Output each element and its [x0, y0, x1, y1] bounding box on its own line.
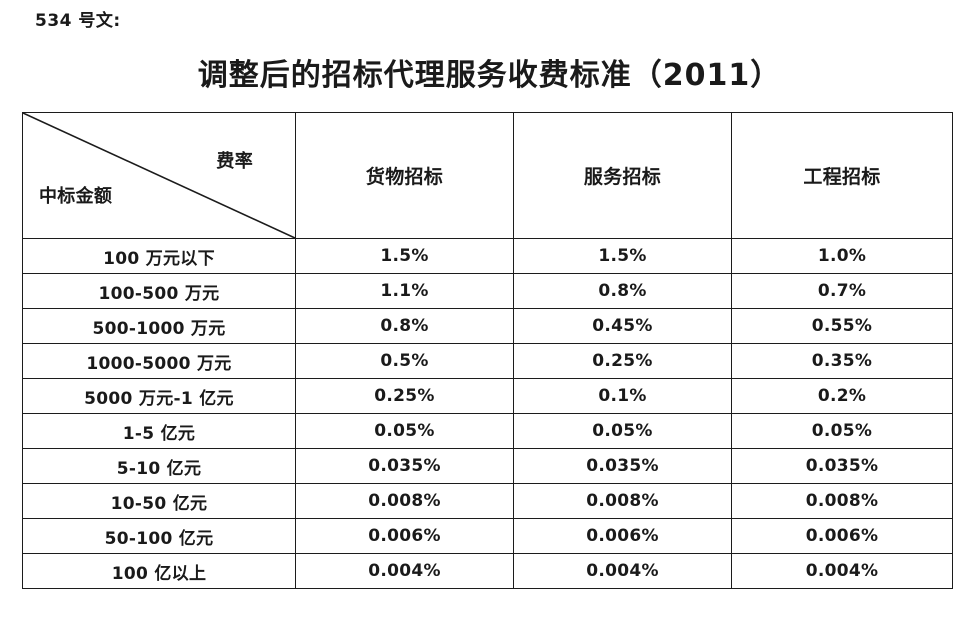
column-header-services: 服务招标 [513, 112, 732, 239]
table-row: 50-100 亿元 0.006% 0.006% 0.006% [22, 518, 953, 554]
row-amount-label: 100 亿以上 [22, 553, 296, 589]
rate-cell-engineering: 0.35% [731, 343, 953, 379]
rate-cell-services: 0.035% [513, 448, 732, 484]
rate-cell-goods: 0.5% [295, 343, 514, 379]
table-row: 500-1000 万元 0.8% 0.45% 0.55% [22, 308, 953, 344]
rate-cell-services: 0.008% [513, 483, 732, 519]
rate-cell-engineering: 0.05% [731, 413, 953, 449]
rate-cell-services: 0.8% [513, 273, 732, 309]
row-amount-label: 100-500 万元 [22, 273, 296, 309]
column-header-engineering: 工程招标 [731, 112, 953, 239]
rate-cell-services: 1.5% [513, 238, 732, 274]
diagonal-header-cell: 费率 中标金额 [22, 112, 296, 239]
row-amount-label: 5000 万元-1 亿元 [22, 378, 296, 414]
rate-cell-engineering: 0.55% [731, 308, 953, 344]
rate-cell-services: 0.1% [513, 378, 732, 414]
doc-number-label: 534 号文: [35, 11, 121, 31]
rate-cell-services: 0.004% [513, 553, 732, 589]
row-amount-label: 1-5 亿元 [22, 413, 296, 449]
table-row: 5000 万元-1 亿元 0.25% 0.1% 0.2% [22, 378, 953, 414]
rate-cell-engineering: 0.7% [731, 273, 953, 309]
rate-cell-goods: 1.5% [295, 238, 514, 274]
rate-cell-goods: 0.035% [295, 448, 514, 484]
rate-cell-goods: 0.25% [295, 378, 514, 414]
rate-cell-services: 0.25% [513, 343, 732, 379]
fee-rate-table: 费率 中标金额 货物招标 服务招标 工程招标 100 万元以下 1.5% 1.5… [22, 112, 953, 589]
row-amount-label: 500-1000 万元 [22, 308, 296, 344]
table-row: 1000-5000 万元 0.5% 0.25% 0.35% [22, 343, 953, 379]
rate-cell-services: 0.05% [513, 413, 732, 449]
table-row: 1-5 亿元 0.05% 0.05% 0.05% [22, 413, 953, 449]
row-amount-label: 100 万元以下 [22, 238, 296, 274]
rate-cell-engineering: 0.004% [731, 553, 953, 589]
table-row: 100-500 万元 1.1% 0.8% 0.7% [22, 273, 953, 309]
rate-cell-engineering: 0.008% [731, 483, 953, 519]
rate-cell-services: 0.006% [513, 518, 732, 554]
rate-cell-engineering: 0.035% [731, 448, 953, 484]
rate-cell-goods: 0.05% [295, 413, 514, 449]
diagonal-divider-line [23, 113, 295, 238]
rate-cell-goods: 0.004% [295, 553, 514, 589]
rate-cell-goods: 0.8% [295, 308, 514, 344]
rate-cell-goods: 1.1% [295, 273, 514, 309]
row-amount-label: 10-50 亿元 [22, 483, 296, 519]
row-amount-label: 5-10 亿元 [22, 448, 296, 484]
row-amount-label: 50-100 亿元 [22, 518, 296, 554]
rate-cell-engineering: 0.006% [731, 518, 953, 554]
header-row: 费率 中标金额 货物招标 服务招标 工程招标 [22, 112, 953, 239]
page-title: 调整后的招标代理服务收费标准（2011） [197, 58, 782, 93]
row-amount-label: 1000-5000 万元 [22, 343, 296, 379]
table-row: 10-50 亿元 0.008% 0.008% 0.008% [22, 483, 953, 519]
rate-cell-services: 0.45% [513, 308, 732, 344]
corner-rate-label: 费率 [216, 151, 253, 172]
rate-cell-goods: 0.006% [295, 518, 514, 554]
rate-cell-engineering: 1.0% [731, 238, 953, 274]
column-header-goods: 货物招标 [295, 112, 514, 239]
corner-amount-label: 中标金额 [39, 186, 113, 207]
rate-cell-engineering: 0.2% [731, 378, 953, 414]
table-row: 100 亿以上 0.004% 0.004% 0.004% [22, 553, 953, 589]
rate-cell-goods: 0.008% [295, 483, 514, 519]
table-row: 5-10 亿元 0.035% 0.035% 0.035% [22, 448, 953, 484]
table-row: 100 万元以下 1.5% 1.5% 1.0% [22, 238, 953, 274]
